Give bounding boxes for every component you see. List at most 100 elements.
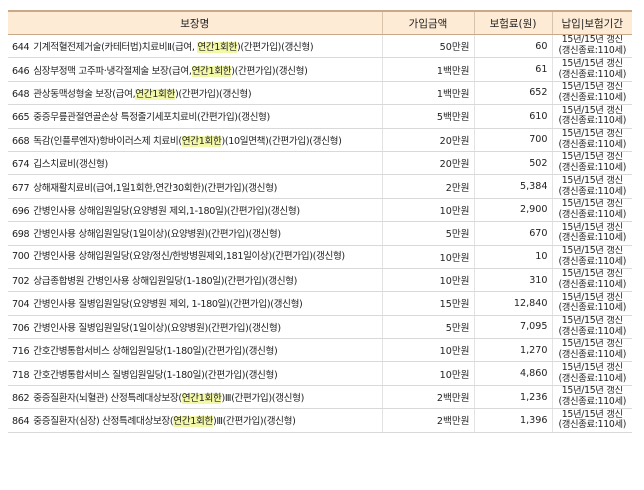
table-row: 668 독감(인플루엔자)항바이러스제 치료비(연간1회한)(10일면책)(간편가… [8, 128, 632, 152]
coverage-limit-highlight: 연간1회한 [135, 88, 175, 100]
coverage-name-cell: 665 중증무릎관절연골손상 특정줄기세포치료비(간편가입)(갱신형) [8, 104, 382, 129]
header-amount: 가입금액 [381, 10, 474, 35]
coverage-name-cell: 646 심장부정맥 고주파·냉각절제술 보장(급여,연간1회한)(간편가입)(갱신… [8, 57, 382, 82]
payment-period: 15년/15년 갱신 [561, 221, 623, 233]
period-cell: 15년/15년 갱신 (갱신종료:110세) [551, 198, 632, 223]
coverage-code: 718 [12, 369, 30, 381]
premium-cell: 1,396 [473, 408, 552, 433]
premium-cell: 1,270 [473, 338, 552, 363]
coverage-code: 864 [12, 416, 30, 428]
period-cell: 15년/15년 갱신 (갱신종료:110세) [551, 315, 632, 340]
payment-period: 15년/15년 갱신 [561, 245, 623, 256]
payment-period: 15년/15년 갱신 [561, 291, 623, 303]
table-body: 644 기계적혈전제거술(카테터법)치료비Ⅱ(급여, 연간1회한)(간편가입)(갱… [8, 34, 632, 433]
table-row: 648 관상동맥성형술 보장(급여,연간1회한)(간편가입)(갱신형) 1백만원 65… [8, 81, 632, 106]
period-cell: 15년/15년 갱신 (갱신종료:110세) [551, 385, 632, 410]
coverage-table-container: 보장명 가입금액 보험료(원) 납입|보험기간 644 기계적혈전제거술(카테터법… [8, 10, 632, 433]
coverage-name-cell: 698 간병인사용 상해입원일당(1일이상)(요양병원)(간편가입)(갱신형) [8, 221, 382, 246]
coverage-table: 보장명 가입금액 보험료(원) 납입|보험기간 644 기계적혈전제거술(카테터법… [8, 10, 632, 433]
premium-cell: 60 [473, 34, 552, 59]
insured-amount-cell: 10만원 [381, 268, 474, 293]
insured-amount-cell: 5백만원 [381, 104, 474, 129]
insured-amount-cell: 2백만원 [381, 385, 474, 410]
coverage-name-suffix: )(간편가입)(갱신형) [231, 65, 308, 77]
period-cell: 15년/15년 갱신 (갱신종료:110세) [551, 408, 632, 433]
renewal-end: (갱신종료:110세) [558, 185, 627, 197]
table-row: 646 심장부정맥 고주파·냉각절제술 보장(급여,연간1회한)(간편가입)(갱신… [8, 57, 632, 82]
table-row: 665 중증무릎관절연골손상 특정줄기세포치료비(간편가입)(갱신형) 5백만원 61… [8, 104, 632, 129]
renewal-end: (갱신종료:110세) [558, 372, 627, 384]
renewal-end: (갱신종료:110세) [558, 91, 627, 103]
table-row: 674 깁스치료비(갱신형) 20만원 502 15년/15년 갱신 (갱신종료:110세… [8, 151, 632, 176]
period-cell: 15년/15년 갱신 (갱신종료:110세) [551, 128, 632, 152]
insured-amount-cell: 10만원 [381, 245, 474, 269]
renewal-end: (갱신종료:110세) [558, 279, 627, 291]
period-cell: 15년/15년 갱신 (갱신종료:110세) [551, 151, 632, 176]
premium-cell: 310 [473, 268, 552, 293]
premium-cell: 12,840 [473, 291, 552, 316]
payment-period: 15년/15년 갱신 [561, 128, 623, 139]
period-cell: 15년/15년 갱신 (갱신종료:110세) [551, 291, 632, 316]
insured-amount-cell: 50만원 [381, 34, 474, 59]
renewal-end: (갱신종료:110세) [558, 419, 627, 431]
payment-period: 15년/15년 갱신 [561, 338, 623, 350]
premium-cell: 610 [473, 104, 552, 129]
renewal-end: (갱신종료:110세) [558, 232, 627, 244]
table-row: 862 중증질환자(뇌혈관) 산정특례대상보장(연간1회한)Ⅲ(간편가입)(갱신형… [8, 385, 632, 410]
coverage-name-cell: 674 깁스치료비(갱신형) [8, 151, 382, 176]
coverage-code: 706 [12, 322, 30, 334]
period-cell: 15년/15년 갱신 (갱신종료:110세) [551, 361, 632, 386]
coverage-limit-highlight: 연간1회한 [197, 42, 237, 54]
coverage-limit-highlight: 연간1회한 [181, 135, 222, 147]
coverage-name-suffix: )(10일면책)(간편가입)(갱신형) [221, 135, 342, 147]
coverage-name-suffix: )Ⅲ(간편가입)(갱신형) [212, 416, 296, 428]
payment-period: 15년/15년 갱신 [561, 57, 623, 69]
coverage-name-cell: 677 상해재활치료비(급여,1일1회한,연간30회한)(간편가입)(갱신형) [8, 174, 382, 199]
coverage-code: 698 [12, 229, 30, 241]
header-period: 납입|보험기간 [551, 10, 632, 35]
renewal-end: (갱신종료:110세) [558, 68, 627, 80]
table-row: 696 간병인사용 상해입원일당(요양병원 제외,1-180일)(간편가입)(갱신… [8, 198, 632, 223]
coverage-name-cell: 718 간호간병통합서비스 질병입원일당(1-180일)(간편가입)(갱신형) [8, 361, 382, 386]
coverage-name: 간호간병통합서비스 질병입원일당(1-180일)(간편가입)(갱신형) [33, 369, 278, 381]
renewal-end: (갱신종료:110세) [558, 302, 627, 314]
coverage-name-cell: 862 중증질환자(뇌혈관) 산정특례대상보장(연간1회한)Ⅲ(간편가입)(갱신형… [8, 385, 382, 410]
payment-period: 15년/15년 갱신 [561, 34, 623, 46]
premium-cell: 1,236 [473, 385, 552, 410]
payment-period: 15년/15년 갱신 [561, 151, 623, 163]
premium-cell: 670 [473, 221, 552, 246]
premium-cell: 502 [473, 151, 552, 176]
table-row: 702 상급종합병원 간병인사용 상해입원일당(1-180일)(간편가입)(갱신형… [8, 268, 632, 293]
coverage-name-cell: 716 간호간병통합서비스 상해입원일당(1-180일)(간편가입)(갱신형) [8, 338, 382, 363]
renewal-end: (갱신종료:110세) [558, 396, 627, 408]
coverage-name: 간병인사용 질병입원일당(1일이상)(요양병원)(간편가입)(갱신형) [33, 322, 281, 334]
coverage-name-cell: 702 상급종합병원 간병인사용 상해입원일당(1-180일)(간편가입)(갱신형… [8, 268, 382, 293]
insured-amount-cell: 10만원 [381, 338, 474, 363]
period-cell: 15년/15년 갱신 (갱신종료:110세) [551, 57, 632, 82]
renewal-end: (갱신종료:110세) [558, 115, 627, 127]
renewal-end: (갱신종료:110세) [558, 208, 627, 220]
table-row: 704 간병인사용 질병입원일당(요양병원 제외, 1-180일)(간편가입)(갱… [8, 291, 632, 316]
premium-cell: 61 [473, 57, 552, 82]
coverage-name: 간호간병통합서비스 상해입원일당(1-180일)(간편가입)(갱신형) [33, 346, 278, 358]
coverage-name: 간병인사용 상해입원일당(요양병원 제외,1-180일)(간편가입)(갱신형) [33, 205, 300, 217]
coverage-code: 668 [12, 135, 30, 147]
premium-cell: 10 [473, 245, 552, 269]
insured-amount-cell: 20만원 [381, 151, 474, 176]
payment-period: 15년/15년 갱신 [561, 81, 623, 93]
renewal-end: (갱신종료:110세) [558, 162, 627, 174]
insured-amount-cell: 20만원 [381, 128, 474, 152]
coverage-name: 심장부정맥 고주파·냉각절제술 보장(급여, [33, 65, 192, 77]
renewal-end: (갱신종료:110세) [558, 325, 627, 337]
coverage-name: 깁스치료비(갱신형) [33, 159, 108, 171]
table-row: 716 간호간병통합서비스 상해입원일당(1-180일)(간편가입)(갱신형) 10… [8, 338, 632, 363]
table-row: 864 중증질환자(심장) 산정특례대상보장(연간1회한)Ⅲ(간편가입)(갱신형)… [8, 408, 632, 433]
coverage-name: 독감(인플루엔자)항바이러스제 치료비( [33, 135, 182, 147]
table-header-row: 보장명 가입금액 보험료(원) 납입|보험기간 [8, 10, 632, 35]
coverage-code: 700 [12, 251, 30, 263]
coverage-name: 간병인사용 질병입원일당(요양병원 제외, 1-180일)(간편가입)(갱신형) [33, 299, 303, 311]
coverage-code: 704 [12, 299, 30, 311]
coverage-name-cell: 864 중증질환자(심장) 산정특례대상보장(연간1회한)Ⅲ(간편가입)(갱신형) [8, 408, 382, 433]
premium-cell: 700 [473, 128, 552, 152]
coverage-limit-highlight: 연간1회한 [181, 393, 222, 405]
